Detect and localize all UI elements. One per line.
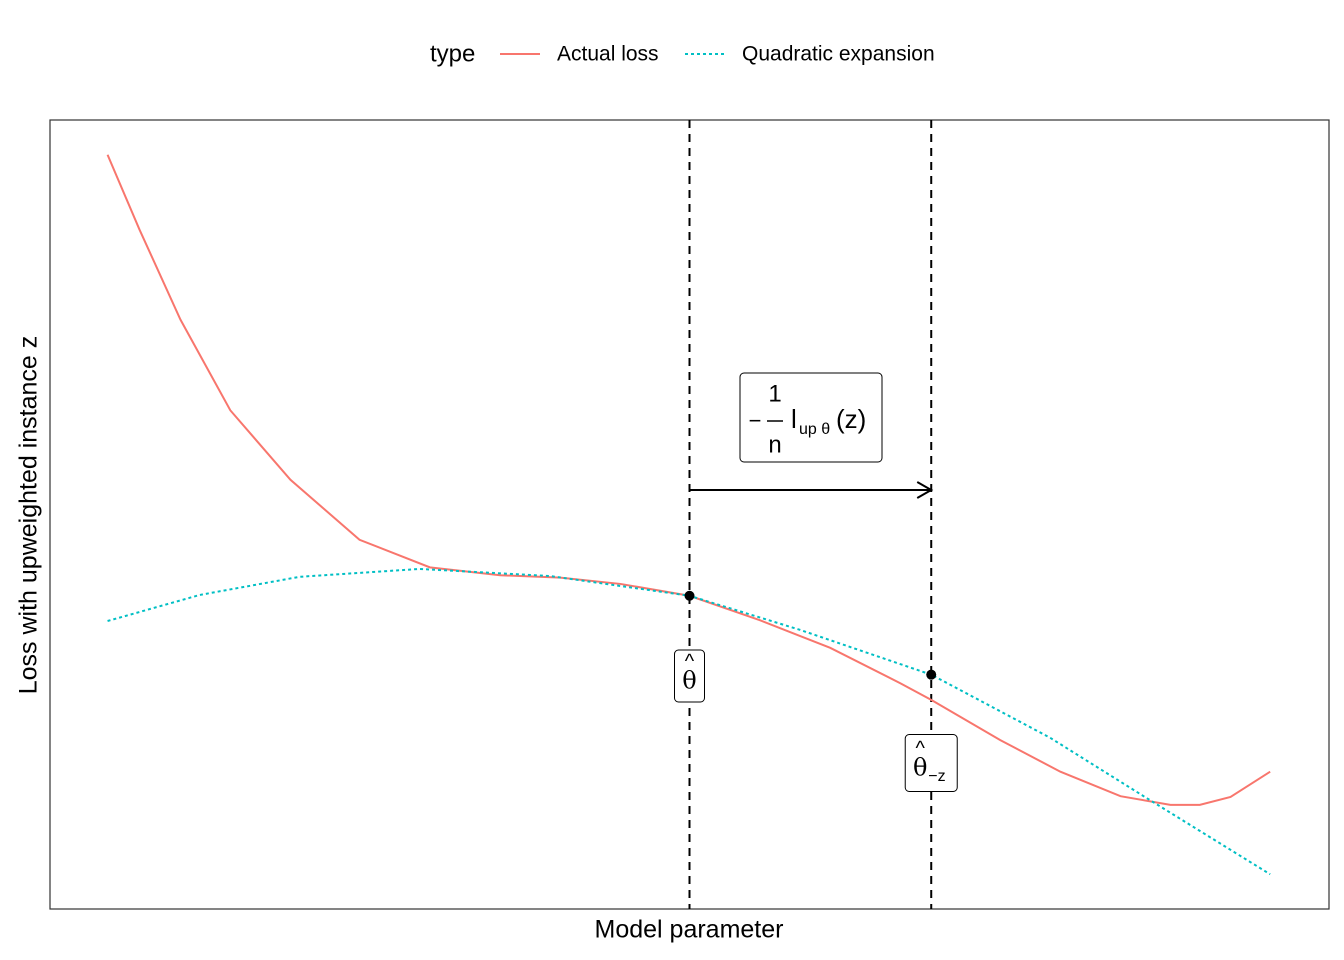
marker-point bbox=[926, 669, 937, 680]
formula-function: l bbox=[791, 404, 797, 434]
formula-subscript: up θ bbox=[799, 421, 830, 438]
legend-label: Quadratic expansion bbox=[742, 43, 935, 66]
legend-title: type bbox=[430, 40, 475, 67]
formula-denominator: n bbox=[768, 431, 781, 458]
formula-argument: (z) bbox=[836, 404, 866, 434]
marker-point bbox=[684, 590, 695, 601]
legend-label: Actual loss bbox=[557, 43, 659, 66]
marker-symbol: θ bbox=[913, 754, 927, 782]
series-line bbox=[106, 154, 1271, 806]
marker-label-box bbox=[904, 734, 958, 792]
arrow-head bbox=[916, 481, 934, 499]
marker-symbol: θ bbox=[682, 667, 696, 695]
marker-hat: ^ bbox=[685, 650, 695, 672]
x-axis-label: Model parameter bbox=[595, 916, 784, 944]
marker-label-box bbox=[674, 649, 705, 703]
marker-subscript: −z bbox=[928, 768, 945, 785]
formula-numerator: 1 bbox=[768, 380, 781, 407]
formula-sign: − bbox=[749, 408, 762, 433]
y-axis-label: Loss with upweighted instance z bbox=[15, 336, 43, 695]
marker-hat: ^ bbox=[916, 737, 926, 759]
formula-box bbox=[739, 372, 883, 463]
